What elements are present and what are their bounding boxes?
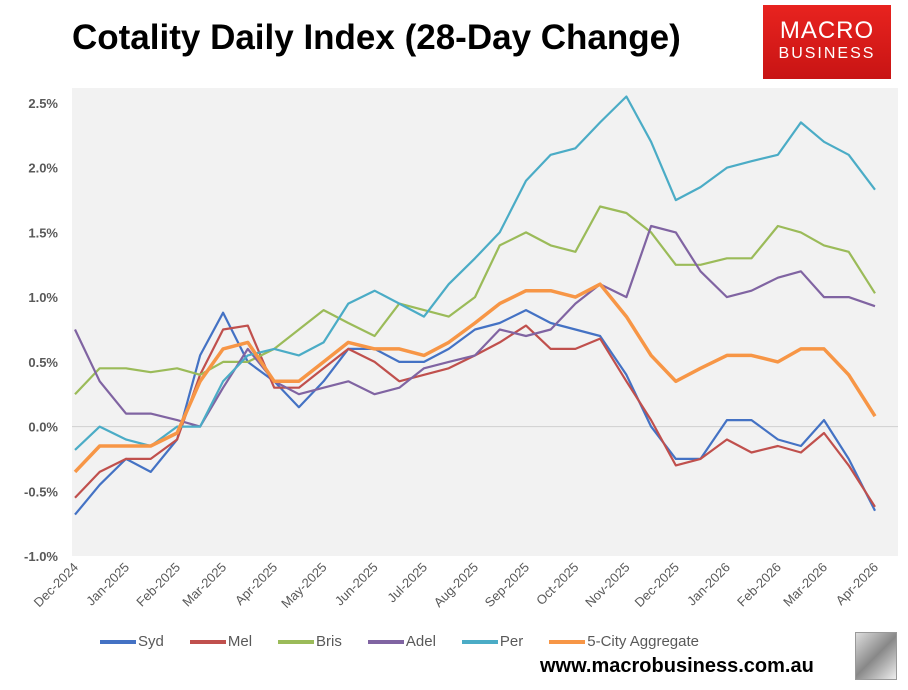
x-tick-label: Sep-2025 xyxy=(482,560,532,610)
x-tick-label: Aug-2025 xyxy=(431,560,481,610)
logo-line2: BUSINESS xyxy=(778,45,876,62)
x-tick-label: Apr-2025 xyxy=(232,560,280,608)
x-tick-label: Jul-2025 xyxy=(384,560,430,606)
legend-item: Mel xyxy=(189,633,253,650)
x-tick-label: Apr-2026 xyxy=(833,560,881,608)
x-tick-label: Jan-2025 xyxy=(83,560,132,609)
series-line-5-city-aggregate xyxy=(73,282,877,474)
y-tick-label: -0.5% xyxy=(24,484,58,499)
legend-item: Syd xyxy=(100,633,164,650)
logo-line1: MACRO xyxy=(779,17,875,44)
chart-title: Cotality Daily Index (28-Day Change) xyxy=(72,18,681,57)
x-tick-label: Nov-2025 xyxy=(582,560,632,610)
legend-label: Per xyxy=(499,633,524,650)
x-tick-label: May-2025 xyxy=(278,560,329,611)
legend-label: Bris xyxy=(316,633,342,650)
x-tick-label: Dec-2025 xyxy=(631,560,681,610)
fox-logo-icon xyxy=(855,632,897,680)
x-tick-label: Mar-2026 xyxy=(780,560,830,610)
website-url: www.macrobusiness.com.au xyxy=(540,655,814,677)
legend-item: Bris xyxy=(278,633,342,650)
legend-label: Mel xyxy=(227,633,253,650)
x-tick-label: Oct-2025 xyxy=(533,560,581,608)
series-line-syd xyxy=(74,309,876,516)
legend-swatch xyxy=(278,639,315,644)
x-tick-label: Feb-2026 xyxy=(734,560,784,610)
y-tick-label: 0.5% xyxy=(28,355,58,370)
y-tick-label: 2.5% xyxy=(28,96,58,111)
y-tick-label: 2.0% xyxy=(28,161,58,176)
x-tick-label: Mar-2025 xyxy=(179,560,229,610)
legend-swatch xyxy=(461,639,498,644)
legend-item: Per xyxy=(461,633,524,650)
y-tick-label: 1.0% xyxy=(28,290,58,305)
x-tick-label: Feb-2025 xyxy=(133,560,183,610)
legend-label: Syd xyxy=(138,633,164,650)
series-line-per xyxy=(74,95,876,451)
legend: Syd Mel Bris Adel Per 5-City Aggregate xyxy=(100,633,725,650)
legend-label: 5-City Aggregate xyxy=(587,633,699,650)
x-tick-label: Jan-2026 xyxy=(684,560,733,609)
x-tick-label: Jun-2025 xyxy=(332,560,381,609)
y-tick-label: 0.0% xyxy=(28,420,58,435)
x-tick-label: Dec-2024 xyxy=(31,560,81,610)
legend-item: 5-City Aggregate xyxy=(549,633,699,650)
y-tick-label: -1.0% xyxy=(24,549,58,564)
y-tick-label: 1.5% xyxy=(28,225,58,240)
legend-swatch xyxy=(189,639,226,644)
legend-item: Adel xyxy=(367,633,436,650)
legend-swatch xyxy=(549,639,586,644)
legend-swatch xyxy=(100,639,136,644)
legend-label: Adel xyxy=(405,633,436,650)
legend-swatch xyxy=(367,639,404,644)
macrobusiness-logo: MACRO BUSINESS xyxy=(763,5,891,79)
plot-area xyxy=(72,88,898,556)
